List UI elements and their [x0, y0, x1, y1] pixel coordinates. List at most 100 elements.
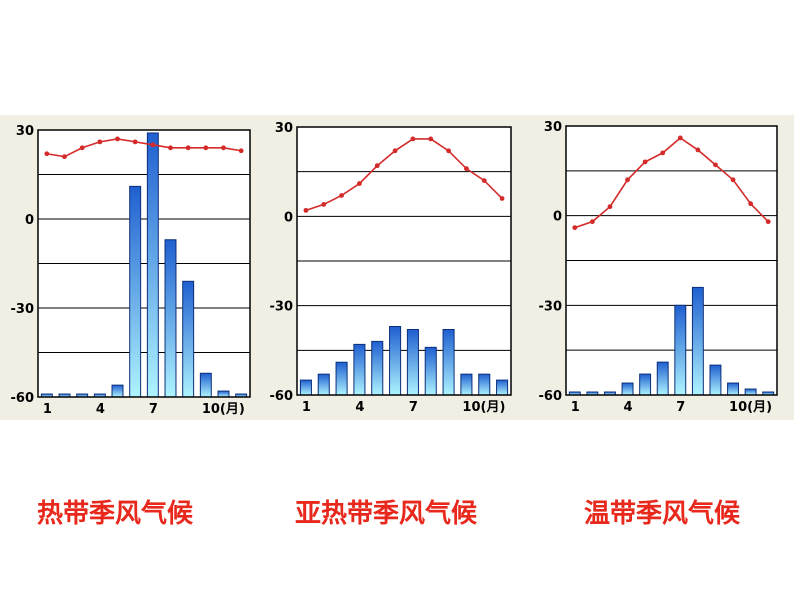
x-tick-label: 4: [96, 402, 105, 417]
temperature-point: [695, 147, 701, 153]
temperature-point: [730, 177, 736, 183]
y-tick-label: -30: [539, 299, 563, 314]
temperature-point: [357, 181, 362, 186]
y-tick-label: -60: [539, 389, 563, 404]
temperature-point: [677, 135, 683, 141]
chart-3-caption: 温带季风气候: [584, 499, 741, 529]
precipitation-bar: [164, 239, 177, 398]
precipitation-bar: [656, 361, 669, 396]
precipitation-bar: [496, 379, 509, 396]
temperature-point: [446, 148, 451, 154]
precipitation-bar: [317, 373, 330, 396]
x-tick-label: 10(月): [729, 400, 772, 415]
x-tick-label: 10(月): [462, 400, 505, 415]
temperature-point: [765, 219, 771, 225]
temperature-point: [410, 136, 416, 142]
temperature-point: [115, 136, 120, 142]
temperature-point: [589, 219, 595, 225]
temperature-point: [428, 136, 434, 142]
temperature-point: [132, 139, 138, 145]
temperature-point: [168, 145, 173, 151]
y-tick-label: 0: [25, 213, 34, 228]
precipitation-bar: [744, 388, 757, 396]
precipitation-bar: [691, 286, 704, 396]
precipitation-bar: [371, 340, 384, 396]
precipitation-bar: [621, 382, 634, 396]
temperature-point: [748, 201, 754, 207]
temperature-point: [44, 151, 50, 157]
temperature-point: [185, 145, 191, 151]
precipitation-bar: [129, 185, 142, 398]
temperature-point: [464, 166, 469, 172]
x-tick-label: 1: [571, 400, 580, 415]
precipitation-bar: [424, 346, 437, 396]
precipitation-bar: [217, 390, 230, 398]
temperature-point: [392, 148, 398, 154]
chart-1: 30 0 -30 -60 1 4 7 10(月): [11, 124, 251, 417]
y-tick-label: -30: [11, 302, 35, 317]
temperature-point: [238, 148, 244, 154]
precipitation-bar: [353, 343, 366, 396]
temperature-point: [660, 150, 666, 156]
y-tick-label: -30: [270, 300, 294, 315]
precipitation-bar: [460, 373, 473, 396]
temperature-point: [374, 163, 380, 169]
temperature-point: [625, 177, 630, 183]
precipitation-bar: [111, 384, 124, 398]
y-tick-label: -60: [270, 389, 294, 404]
precipitation-bar: [199, 372, 212, 398]
precipitation-bar: [182, 280, 195, 398]
temperature-point: [79, 145, 85, 151]
x-tick-label: 4: [355, 400, 364, 415]
plot-frame: [565, 125, 778, 396]
x-tick-label: 1: [302, 400, 311, 415]
y-tick-label: 30: [275, 121, 293, 136]
temperature-point: [607, 204, 613, 210]
x-tick-label: 10(月): [202, 402, 245, 417]
precipitation-bar: [727, 382, 739, 396]
y-tick-label: 30: [544, 120, 562, 135]
temperature-point: [150, 142, 156, 148]
temperature-point: [572, 225, 578, 231]
y-tick-label: 30: [16, 124, 34, 139]
precipitation-bar: [478, 373, 491, 396]
temperature-point: [499, 196, 505, 201]
x-tick-label: 1: [43, 402, 52, 417]
y-tick-label: -60: [11, 391, 35, 406]
chart-2-caption: 亚热带季风气候: [295, 499, 478, 529]
chart-1-caption: 热带季风气候: [37, 499, 194, 529]
y-tick-label: 0: [284, 210, 293, 225]
precipitation-bar: [674, 304, 687, 396]
precipitation-bar: [335, 361, 348, 396]
temperature-point: [481, 178, 487, 184]
temperature-line: [305, 138, 503, 212]
temperature-line: [46, 138, 242, 158]
temperature-point: [303, 207, 309, 213]
chart-2: 30 0 -30 -60 1 4 7 10(月): [270, 121, 512, 415]
temperature-point: [642, 159, 648, 165]
precipitation-bar: [389, 326, 402, 396]
chart-3: 30 0 -30 -60 1 4 7 10(月): [539, 120, 778, 415]
precipitation-bar: [442, 328, 455, 396]
x-tick-label: 7: [409, 400, 418, 415]
temperature-point: [221, 145, 226, 151]
temperature-point: [62, 154, 67, 160]
precipitation-bar: [639, 373, 652, 396]
precipitation-bar: [406, 328, 419, 396]
plot-frame: [296, 126, 512, 396]
precipitation-bar: [299, 379, 312, 396]
temperature-point: [203, 145, 209, 151]
precipitation-bar: [709, 364, 722, 396]
x-tick-label: 7: [676, 400, 685, 415]
temperature-point: [713, 162, 718, 168]
x-tick-label: 7: [149, 402, 158, 417]
temperature-point: [321, 202, 327, 207]
temperature-line: [574, 136, 769, 229]
temperature-point: [339, 193, 344, 198]
x-tick-label: 4: [624, 400, 633, 415]
precipitation-bar: [146, 132, 159, 398]
temperature-point: [97, 139, 103, 145]
plot-frame: [37, 129, 251, 398]
y-tick-label: 0: [553, 210, 562, 225]
